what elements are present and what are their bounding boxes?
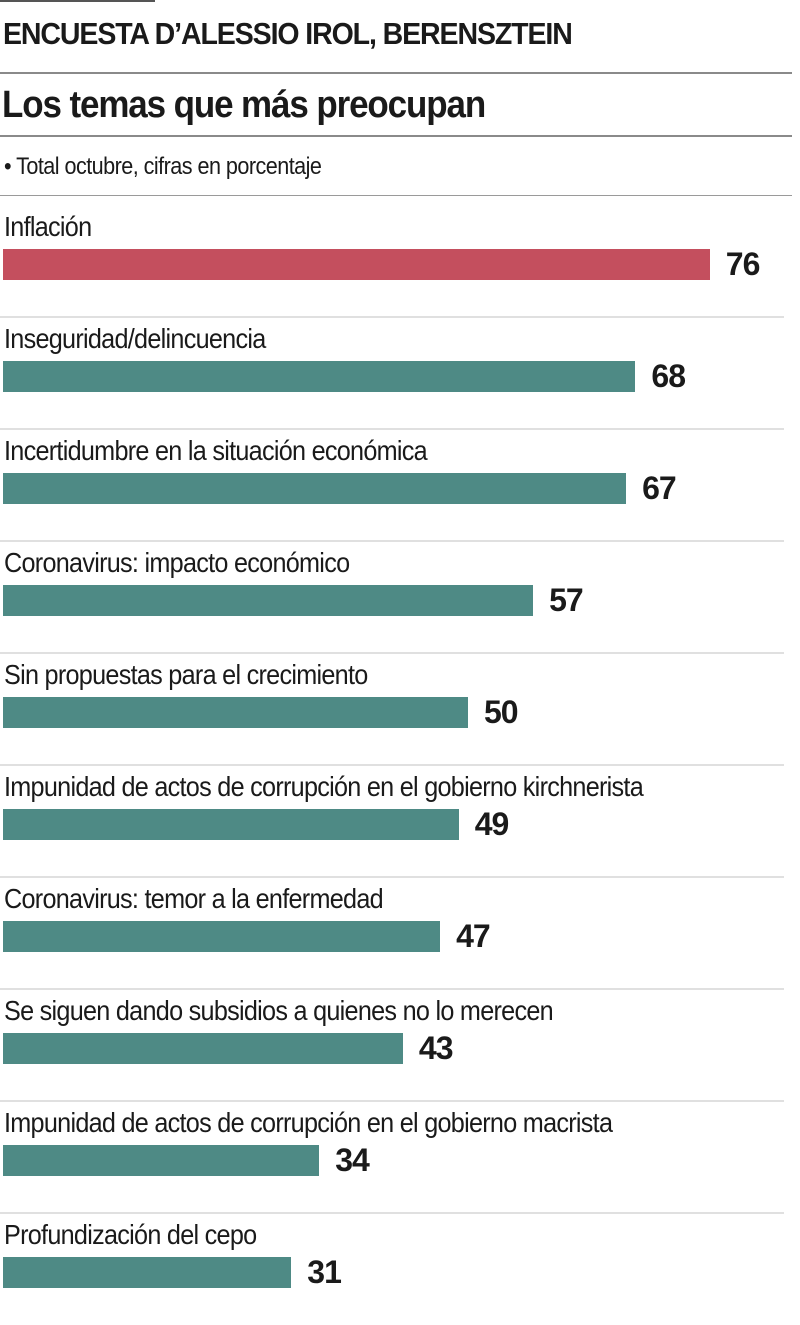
bar-label: Impunidad de actos de corrupción en el g… xyxy=(4,1107,613,1138)
bar xyxy=(3,697,468,728)
bar-label: Se siguen dando subsidios a quienes no l… xyxy=(4,995,554,1026)
bar-row: Incertidumbre en la situación económica 6… xyxy=(0,429,800,542)
bar-value-label: 76 xyxy=(725,246,761,282)
divider xyxy=(0,195,792,196)
divider xyxy=(0,72,792,74)
bar-label: Coronavirus: impacto económico xyxy=(4,547,350,578)
bar xyxy=(3,473,627,504)
bar xyxy=(3,809,459,840)
row-divider xyxy=(0,540,784,542)
bar-label: Profundización del cepo xyxy=(4,1219,257,1250)
bar-value-label: 47 xyxy=(456,918,491,954)
bar xyxy=(3,921,441,952)
bar-value-label: 50 xyxy=(484,694,519,730)
row-divider xyxy=(0,764,784,766)
bar-row: Impunidad de actos de corrupción en el g… xyxy=(0,765,800,878)
bar-value-label: 34 xyxy=(335,1142,370,1178)
chart-title: Los temas que más preocupan xyxy=(2,84,486,126)
bar-label: Impunidad de actos de corrupción en el g… xyxy=(4,771,644,802)
bar-row: Profundización del cepo 31 xyxy=(0,1213,800,1325)
bar-row: Se siguen dando subsidios a quienes no l… xyxy=(0,989,800,1102)
bar xyxy=(3,1145,320,1176)
row-divider xyxy=(0,652,784,654)
bar-label: Sin propuestas para el crecimiento xyxy=(4,659,368,690)
row-divider xyxy=(0,428,784,430)
row-divider xyxy=(0,1100,784,1102)
bar-value-label: 57 xyxy=(549,582,584,618)
bar-value-label: 67 xyxy=(642,470,677,506)
bar xyxy=(3,249,710,280)
chart-subtitle: • Total octubre, cifras en porcentaje xyxy=(4,153,322,180)
row-divider xyxy=(0,988,784,990)
bar-value-label: 31 xyxy=(307,1254,342,1290)
bar-label: Incertidumbre en la situación económica xyxy=(4,435,428,466)
bar xyxy=(3,585,534,616)
bar xyxy=(3,361,636,392)
bar-row: Inseguridad/delincuencia 68 xyxy=(0,317,800,430)
bar-row: Sin propuestas para el crecimiento 50 xyxy=(0,653,800,766)
row-divider xyxy=(0,876,784,878)
row-divider xyxy=(0,1212,784,1214)
chart-kicker: ENCUESTA D’ALESSIO IROL, BERENSZTEIN xyxy=(3,16,573,51)
bar-row: Coronavirus: temor a la enfermedad 47 xyxy=(0,877,800,990)
bar-row: Impunidad de actos de corrupción en el g… xyxy=(0,1101,800,1214)
bar-value-label: 43 xyxy=(418,1030,454,1066)
bar xyxy=(3,1033,403,1064)
bar-row: Inflación 76 xyxy=(0,205,800,318)
divider xyxy=(0,135,792,137)
bar-label: Coronavirus: temor a la enfermedad xyxy=(4,883,384,914)
bar-value-label: 49 xyxy=(474,806,510,842)
bar-row: Coronavirus: impacto económico 57 xyxy=(0,541,800,654)
bar-value-label: 68 xyxy=(651,358,686,394)
bar-label: Inseguridad/delincuencia xyxy=(4,323,266,354)
top-accent-rule xyxy=(0,0,155,2)
bar-label: Inflación xyxy=(4,211,92,242)
row-divider xyxy=(0,316,784,318)
bar xyxy=(3,1257,292,1288)
